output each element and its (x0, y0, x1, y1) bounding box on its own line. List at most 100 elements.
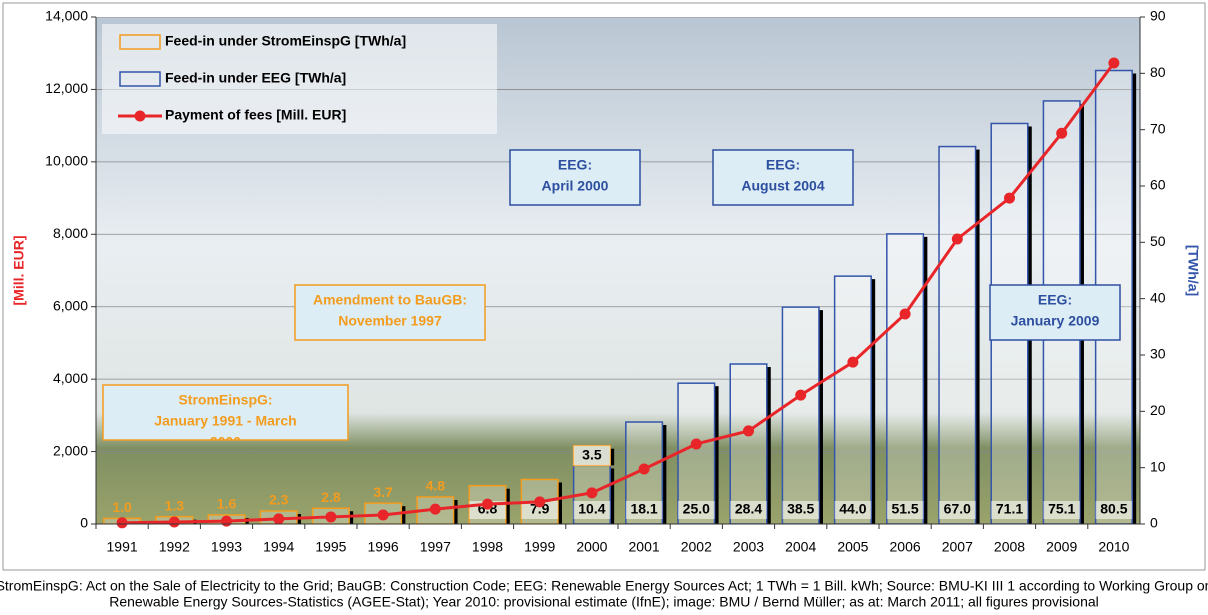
footnote: StromEinspG: Act on the Sale of Electric… (0, 578, 1208, 594)
annotation-text: EEG: (766, 157, 800, 173)
value-label-box (782, 501, 819, 519)
annotation-text: EEG: (558, 157, 592, 173)
annotation-text: August 2004 (741, 178, 824, 194)
bar-shadow (662, 425, 667, 524)
value-label-box (730, 501, 767, 519)
line-marker (168, 516, 180, 528)
value-label: 67.0 (944, 501, 971, 517)
line-marker (1004, 192, 1015, 204)
line-marker (534, 496, 546, 508)
y2-tick-label: 20 (1150, 402, 1166, 418)
y2-tick-label: 90 (1150, 8, 1166, 24)
line-marker (1056, 127, 1068, 139)
y2-tick-label: 80 (1150, 64, 1166, 80)
value-label: 7.9 (530, 501, 550, 517)
annotation: EEG: August 2004 (712, 149, 854, 206)
y-tick-label: 10,000 (45, 153, 88, 169)
value-label-box (573, 445, 611, 466)
bar (729, 363, 768, 524)
value-label-box (678, 501, 715, 519)
y2-tick-label: 60 (1150, 177, 1166, 193)
value-label-box (625, 501, 663, 519)
annotation-box (509, 149, 641, 206)
value-label: 51.5 (891, 501, 918, 517)
y-tick-label: 14,000 (45, 8, 88, 24)
value-label: 28.4 (735, 501, 762, 517)
legend-swatch (119, 71, 161, 87)
value-label-box (1095, 501, 1133, 519)
y-tick-label: 4,000 (53, 370, 88, 386)
value-label-box (834, 501, 872, 519)
value-label: 2.8 (321, 489, 341, 505)
x-tick-label: 1996 (368, 539, 399, 555)
legend-swatch (134, 110, 146, 122)
x-tick-label: 2007 (942, 539, 973, 555)
value-label: 18.1 (630, 501, 657, 517)
line-marker (951, 233, 963, 245)
x-tick-label: 1997 (420, 539, 451, 555)
value-label: 1.0 (112, 499, 132, 515)
x-tick-label: 1999 (524, 539, 555, 555)
y-tick-label: 6,000 (53, 297, 88, 313)
y2-axis-label: [TWh/a] (1185, 245, 1201, 296)
line-marker (1108, 57, 1120, 69)
bar-shadow (610, 468, 615, 524)
legend-background (102, 24, 497, 134)
bar-shadow (610, 448, 615, 466)
bar-shadow (453, 499, 458, 524)
bar-shadow (766, 367, 771, 524)
value-label: 71.1 (996, 501, 1023, 517)
line-marker (899, 308, 911, 320)
line-marker (273, 513, 285, 525)
value-label: 1.6 (217, 496, 237, 512)
value-label-box (939, 501, 976, 519)
y-axis-label: [Mill. EUR] (11, 236, 27, 306)
annotation-text: January 1991 - March (154, 413, 296, 429)
annotation: Amendment to BauGB: November 1997 (294, 284, 486, 341)
line-marker (377, 509, 389, 521)
x-tick-label: 2003 (733, 539, 764, 555)
line (122, 62, 1116, 525)
y2-tick-label: 30 (1150, 346, 1166, 362)
x-tick-label: 1991 (107, 539, 138, 555)
y-tick-label: 8,000 (53, 225, 88, 241)
annotation-box (294, 284, 486, 341)
bar (833, 275, 872, 524)
value-label-box (521, 501, 558, 519)
frame (2, 2, 1206, 571)
legend-label: Feed-in under StromEinspG [TWh/a] (165, 33, 406, 49)
x-tick-label: 1993 (211, 539, 242, 555)
bar (938, 145, 977, 524)
footnote: Renewable Energy Sources-Statistics (AGE… (109, 594, 1099, 610)
annotation: StromEinspG: January 1991 - March 2000 (102, 384, 349, 450)
y2-tick-label: 70 (1150, 120, 1166, 136)
bar-shadow (505, 488, 510, 524)
annotation-text: StromEinspG: (178, 392, 272, 408)
annotation-text: Amendment to BauGB: (313, 292, 467, 308)
line-marker (325, 511, 337, 523)
x-tick-label: 2006 (890, 539, 921, 555)
bar-shadow (871, 279, 876, 524)
annotation-text: 2000 (210, 434, 241, 450)
y2-tick-label: 0 (1150, 515, 1158, 531)
line-marker (482, 498, 493, 510)
annotation-box (989, 284, 1121, 341)
line-marker (690, 438, 702, 450)
bar-shadow (557, 482, 562, 524)
value-label-box (1043, 501, 1080, 519)
y-tick-label: 12,000 (45, 80, 88, 96)
bar-shadow (1132, 73, 1137, 524)
annotation-box (712, 149, 854, 206)
bar-shadow (923, 236, 928, 524)
y-tick-label: 0 (80, 515, 88, 531)
x-tick-label: 1994 (263, 539, 294, 555)
bar-shadow (975, 149, 980, 524)
x-tick-label: 1995 (315, 539, 346, 555)
line-marker (221, 515, 232, 527)
x-tick-label: 2009 (1046, 539, 1077, 555)
value-label: 2.3 (269, 492, 289, 508)
bar (886, 233, 925, 524)
y-tick-label: 2,000 (53, 442, 88, 458)
annotation-box (102, 384, 349, 441)
bar-shadow (818, 310, 823, 524)
